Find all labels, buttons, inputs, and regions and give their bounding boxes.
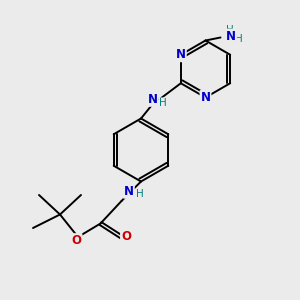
Text: H: H [235,34,242,44]
Text: H: H [136,189,143,199]
Text: N: N [226,29,236,43]
Text: N: N [148,93,158,106]
Text: H: H [159,98,167,108]
Text: N: N [176,48,186,61]
Text: H: H [226,25,233,35]
Text: O: O [71,234,82,247]
Text: N: N [124,185,134,198]
Text: O: O [121,230,131,244]
Text: N: N [200,91,211,104]
